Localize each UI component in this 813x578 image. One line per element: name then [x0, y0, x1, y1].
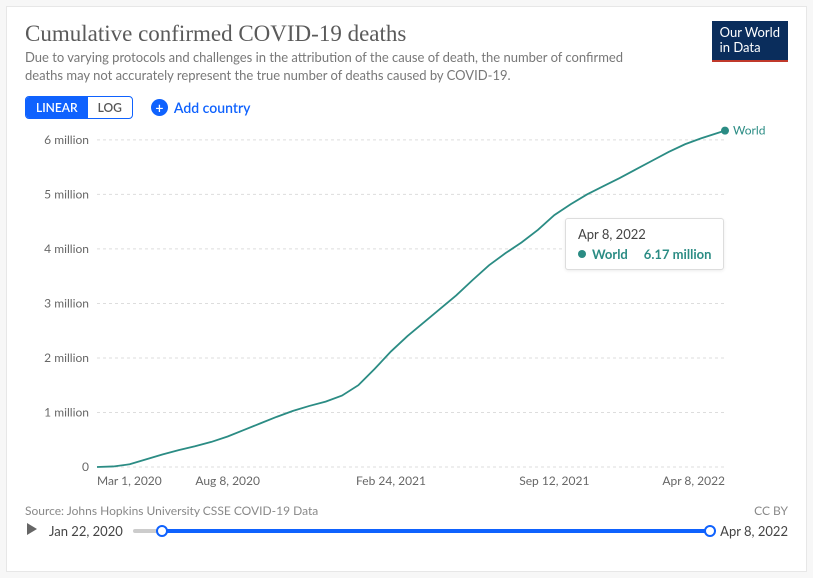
svg-text:Sep 12, 2021: Sep 12, 2021 [519, 473, 589, 488]
tooltip-dot-icon [578, 250, 586, 258]
footer: Source: Johns Hopkins University CSSE CO… [25, 503, 788, 518]
timeline: Jan 22, 2020 Apr 8, 2022 [25, 522, 788, 539]
svg-text:5 million: 5 million [44, 187, 89, 202]
plus-icon: + [151, 99, 168, 116]
add-country-button[interactable]: + Add country [151, 99, 251, 116]
chart-card: Cumulative confirmed COVID-19 deaths Due… [6, 6, 807, 572]
slider-fill [162, 529, 711, 533]
svg-text:Mar 1, 2020: Mar 1, 2020 [97, 473, 162, 488]
scale-toggle: LINEAR LOG [25, 96, 133, 119]
timeline-slider[interactable] [133, 529, 710, 533]
svg-text:Aug 8, 2020: Aug 8, 2020 [195, 473, 260, 488]
controls-row: LINEAR LOG + Add country [25, 96, 788, 119]
line-chart[interactable]: 0 1 million 2 million 3 million 4 million 5 m… [25, 123, 785, 493]
slider-handle-end[interactable] [704, 525, 716, 537]
play-icon [25, 522, 39, 536]
play-button[interactable] [25, 522, 39, 539]
svg-text:Apr 8, 2022: Apr 8, 2022 [662, 473, 725, 488]
svg-text:1 million: 1 million [44, 405, 89, 420]
svg-text:4 million: 4 million [44, 241, 89, 256]
tooltip: Apr 8, 2022 World 6.17 million [565, 218, 724, 270]
chart-title: Cumulative confirmed COVID-19 deaths [25, 21, 645, 47]
timeline-start: Jan 22, 2020 [49, 523, 123, 539]
scale-log-button[interactable]: LOG [88, 97, 132, 118]
timeline-end: Apr 8, 2022 [720, 523, 788, 539]
svg-text:0: 0 [82, 459, 89, 474]
owid-logo[interactable]: Our World in Data [712, 21, 788, 62]
header: Cumulative confirmed COVID-19 deaths Due… [25, 21, 788, 84]
svg-text:Feb 24, 2021: Feb 24, 2021 [356, 473, 426, 488]
source-text: Source: Johns Hopkins University CSSE CO… [25, 503, 318, 518]
slider-handle-start[interactable] [156, 525, 168, 537]
svg-text:6 million: 6 million [44, 132, 89, 147]
add-country-label: Add country [174, 99, 251, 116]
license-link[interactable]: CC BY [754, 503, 788, 518]
tooltip-date: Apr 8, 2022 [578, 226, 711, 242]
svg-text:2 million: 2 million [44, 350, 89, 365]
scale-linear-button[interactable]: LINEAR [26, 97, 88, 118]
svg-text:3 million: 3 million [44, 296, 89, 311]
chart-subtitle: Due to varying protocols and challenges … [25, 49, 645, 84]
chart-area: 0 1 million 2 million 3 million 4 million 5 m… [25, 123, 788, 497]
tooltip-series: World [592, 246, 628, 262]
tooltip-value: 6.17 million [644, 246, 712, 262]
title-block: Cumulative confirmed COVID-19 deaths Due… [25, 21, 645, 84]
svg-text:World: World [733, 123, 765, 138]
